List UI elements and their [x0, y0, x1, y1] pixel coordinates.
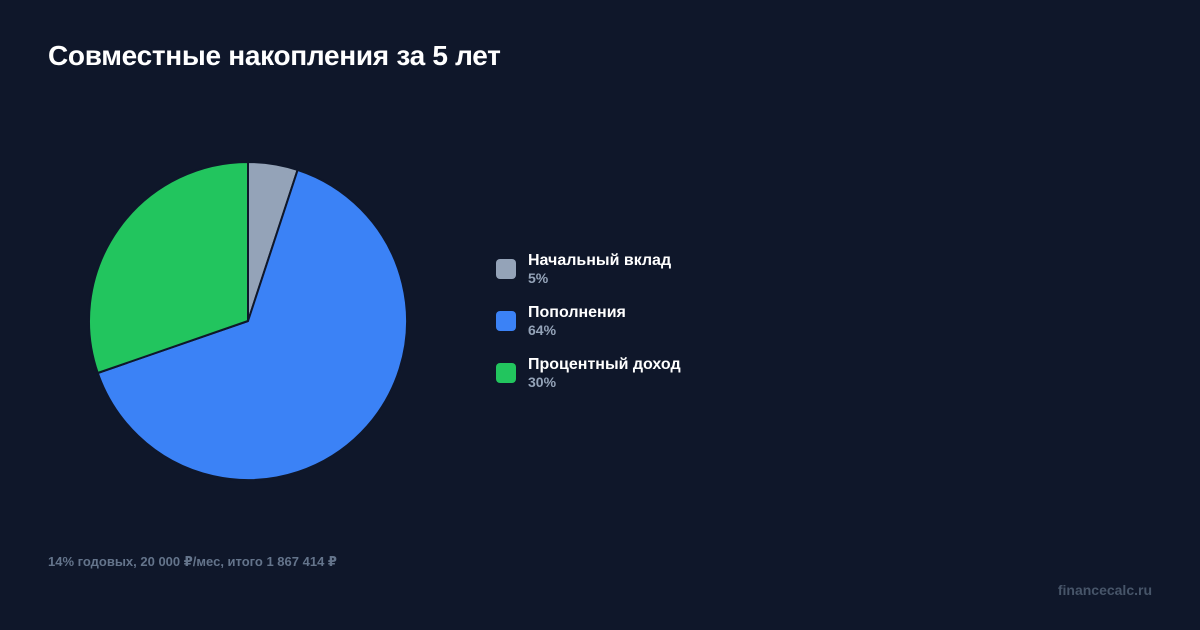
legend-percent: 64%: [528, 322, 557, 338]
legend-item-initial: Начальный вклад 5%: [496, 252, 681, 287]
legend-swatch: [496, 259, 516, 279]
legend-swatch: [496, 363, 516, 383]
legend-item-deposits: Пополнения 64%: [496, 304, 681, 339]
pie-slice: [88, 161, 249, 375]
legend-item-interest: Процентный доход 30%: [496, 356, 681, 391]
footnote: 14% годовых, 20 000 ₽/мес, итого 1 867 4…: [48, 554, 337, 569]
legend-label: Начальный вклад: [528, 252, 672, 269]
pie-chart: [88, 161, 408, 481]
legend-percent: 30%: [528, 374, 557, 390]
legend-swatch: [496, 311, 516, 331]
brand-link[interactable]: financecalc.ru: [1057, 582, 1152, 598]
legend-label: Пополнения: [528, 304, 626, 321]
pie-slice: [96, 168, 408, 481]
legend: Начальный вклад 5% Пополнения 64% Процен…: [496, 252, 681, 408]
legend-percent: 5%: [528, 270, 549, 286]
legend-label: Процентный доход: [528, 356, 681, 373]
chart-title: Совместные накопления за 5 лет: [48, 40, 501, 71]
